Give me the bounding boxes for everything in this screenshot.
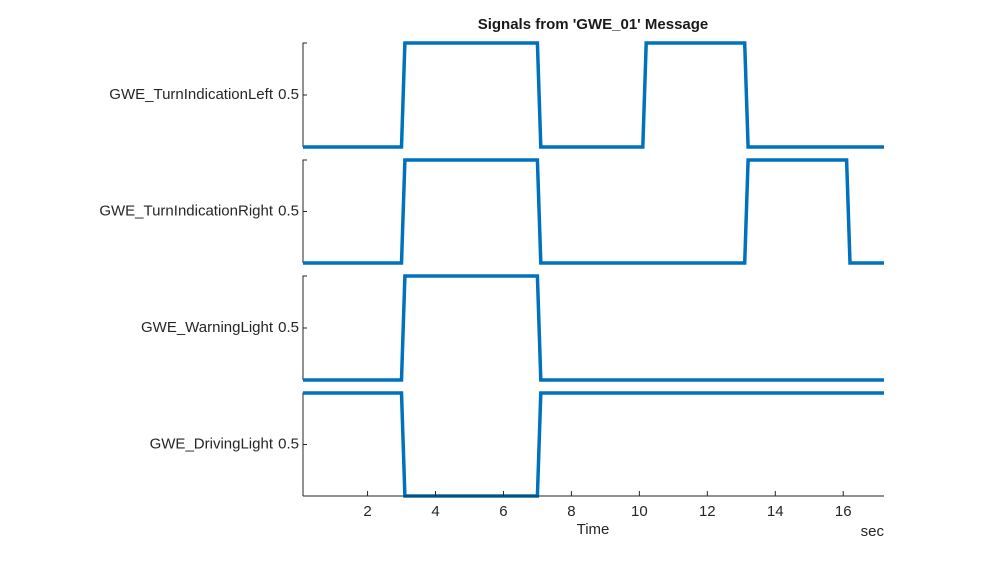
y-axis — [302, 42, 307, 147]
x-tick-label: 10 — [631, 503, 648, 520]
y-axis — [302, 275, 307, 380]
x-tick-label: 12 — [699, 503, 716, 520]
x-tick-label: 16 — [835, 503, 852, 520]
series-label: GWE_TurnIndicationLeft — [109, 86, 274, 103]
x-axis-unit: sec — [861, 523, 885, 540]
signal-line — [303, 41, 884, 149]
x-tick-label: 8 — [567, 503, 575, 520]
series-label: GWE_TurnIndicationRight — [99, 202, 274, 219]
signal-line — [303, 391, 884, 498]
x-tick-label: 6 — [499, 503, 507, 520]
y-axis — [302, 159, 307, 263]
x-tick-label: 14 — [767, 503, 784, 520]
series-label: GWE_WarningLight — [141, 319, 274, 336]
y-tick-label: 0.5 — [278, 435, 299, 452]
y-tick-label: 0.5 — [278, 202, 299, 219]
x-tick-label: 4 — [431, 503, 439, 520]
x-tick-label: 2 — [363, 503, 371, 520]
chart-title: Signals from 'GWE_01' Message — [478, 16, 709, 33]
y-tick-label: 0.5 — [278, 86, 299, 103]
series-label: GWE_DrivingLight — [150, 435, 274, 452]
y-tick-label: 0.5 — [278, 319, 299, 336]
signal-line — [303, 274, 884, 382]
x-axis-label: Time — [577, 521, 610, 538]
signal-line — [303, 158, 884, 265]
